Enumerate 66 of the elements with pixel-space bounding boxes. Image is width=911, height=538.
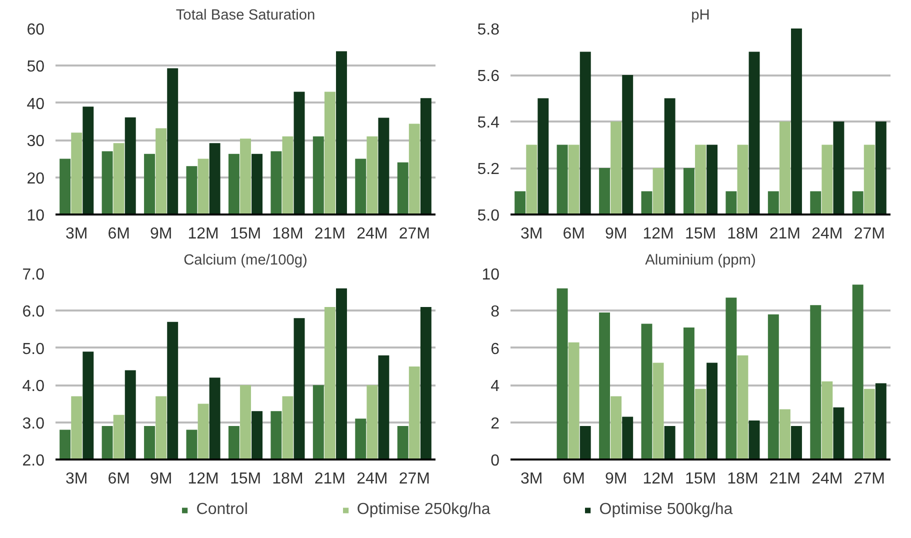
x-tick-label: 27M bbox=[398, 226, 430, 242]
x-tick-label: 21M bbox=[769, 226, 801, 242]
y-tick-label: 6.0 bbox=[22, 304, 45, 321]
y-tick-label: 20 bbox=[26, 170, 45, 188]
x-tick-label: 3M bbox=[520, 470, 543, 488]
x-tick-label: 21M bbox=[314, 470, 346, 488]
x-tick-label: 6M bbox=[108, 226, 130, 242]
x-tick-label: 18M bbox=[727, 470, 758, 488]
x-tick-label: 21M bbox=[314, 226, 346, 242]
x-tick-label: 12M bbox=[188, 226, 219, 242]
y-tick-label: 7.0 bbox=[22, 266, 45, 284]
legend-label: Optimise 500kg/ha bbox=[599, 501, 733, 519]
y-tick-label: 5.2 bbox=[477, 161, 500, 178]
x-tick-label: 9M bbox=[604, 226, 628, 242]
x-tick-label: 3M bbox=[520, 226, 543, 242]
x-tick-label: 27M bbox=[854, 226, 885, 242]
y-tick-label: 50 bbox=[26, 58, 45, 76]
y-tick-label: 40 bbox=[26, 96, 45, 113]
x-tick-label: 12M bbox=[642, 470, 674, 488]
x-tick-label: 9M bbox=[150, 226, 172, 242]
x-tick-label: 3M bbox=[66, 470, 88, 488]
y-tick-label: 3.0 bbox=[22, 415, 45, 432]
y-tick-label: 30 bbox=[26, 133, 45, 150]
y-tick-label: 5.8 bbox=[477, 22, 500, 38]
y-tick-label: 6 bbox=[490, 340, 500, 358]
x-tick-label: 6M bbox=[562, 470, 585, 488]
x-tick-label: 24M bbox=[812, 470, 843, 488]
x-tick-label: 15M bbox=[230, 226, 262, 242]
y-tick-label: 10 bbox=[26, 208, 45, 224]
x-tick-label: 3M bbox=[66, 226, 88, 242]
x-tick-label: 12M bbox=[188, 470, 219, 488]
x-tick-label: 21M bbox=[769, 470, 801, 488]
x-tick-label: 18M bbox=[727, 226, 758, 242]
y-tick-label: 0 bbox=[490, 452, 500, 470]
x-tick-label: 27M bbox=[854, 470, 885, 488]
chart-title: pH bbox=[691, 8, 710, 24]
x-tick-label: 9M bbox=[150, 470, 172, 488]
y-tick-label: 5.0 bbox=[477, 208, 500, 224]
chart-title: Total Base Saturation bbox=[176, 8, 316, 24]
x-tick-label: 6M bbox=[562, 226, 585, 242]
x-tick-label: 24M bbox=[356, 226, 388, 242]
x-tick-label: 24M bbox=[356, 470, 388, 488]
y-tick-label: 60 bbox=[26, 22, 45, 38]
x-tick-label: 15M bbox=[684, 226, 716, 242]
y-tick-label: 2 bbox=[490, 415, 500, 432]
legend-label: Control bbox=[196, 501, 248, 519]
x-tick-label: 18M bbox=[272, 470, 304, 488]
y-tick-label: 8 bbox=[490, 304, 500, 321]
x-tick-label: 15M bbox=[230, 470, 262, 488]
y-tick-label: 2.0 bbox=[22, 452, 45, 470]
x-tick-label: 27M bbox=[398, 470, 430, 488]
chart-title: Calcium (me/100g) bbox=[184, 252, 308, 268]
chart-title: Aluminium (ppm) bbox=[645, 252, 756, 268]
y-tick-label: 5.4 bbox=[477, 114, 500, 132]
x-tick-label: 15M bbox=[684, 470, 716, 488]
x-tick-label: 18M bbox=[272, 226, 304, 242]
y-tick-label: 5.0 bbox=[22, 340, 45, 358]
x-tick-label: 9M bbox=[604, 470, 628, 488]
legend-label: Optimise 250kg/ha bbox=[356, 501, 490, 519]
x-tick-label: 6M bbox=[108, 470, 130, 488]
x-tick-label: 24M bbox=[812, 226, 843, 242]
y-tick-label: 4.0 bbox=[22, 378, 45, 396]
y-tick-label: 5.6 bbox=[477, 68, 500, 85]
x-tick-label: 12M bbox=[642, 226, 674, 242]
y-tick-label: 10 bbox=[482, 266, 500, 284]
y-tick-label: 4 bbox=[490, 378, 500, 396]
